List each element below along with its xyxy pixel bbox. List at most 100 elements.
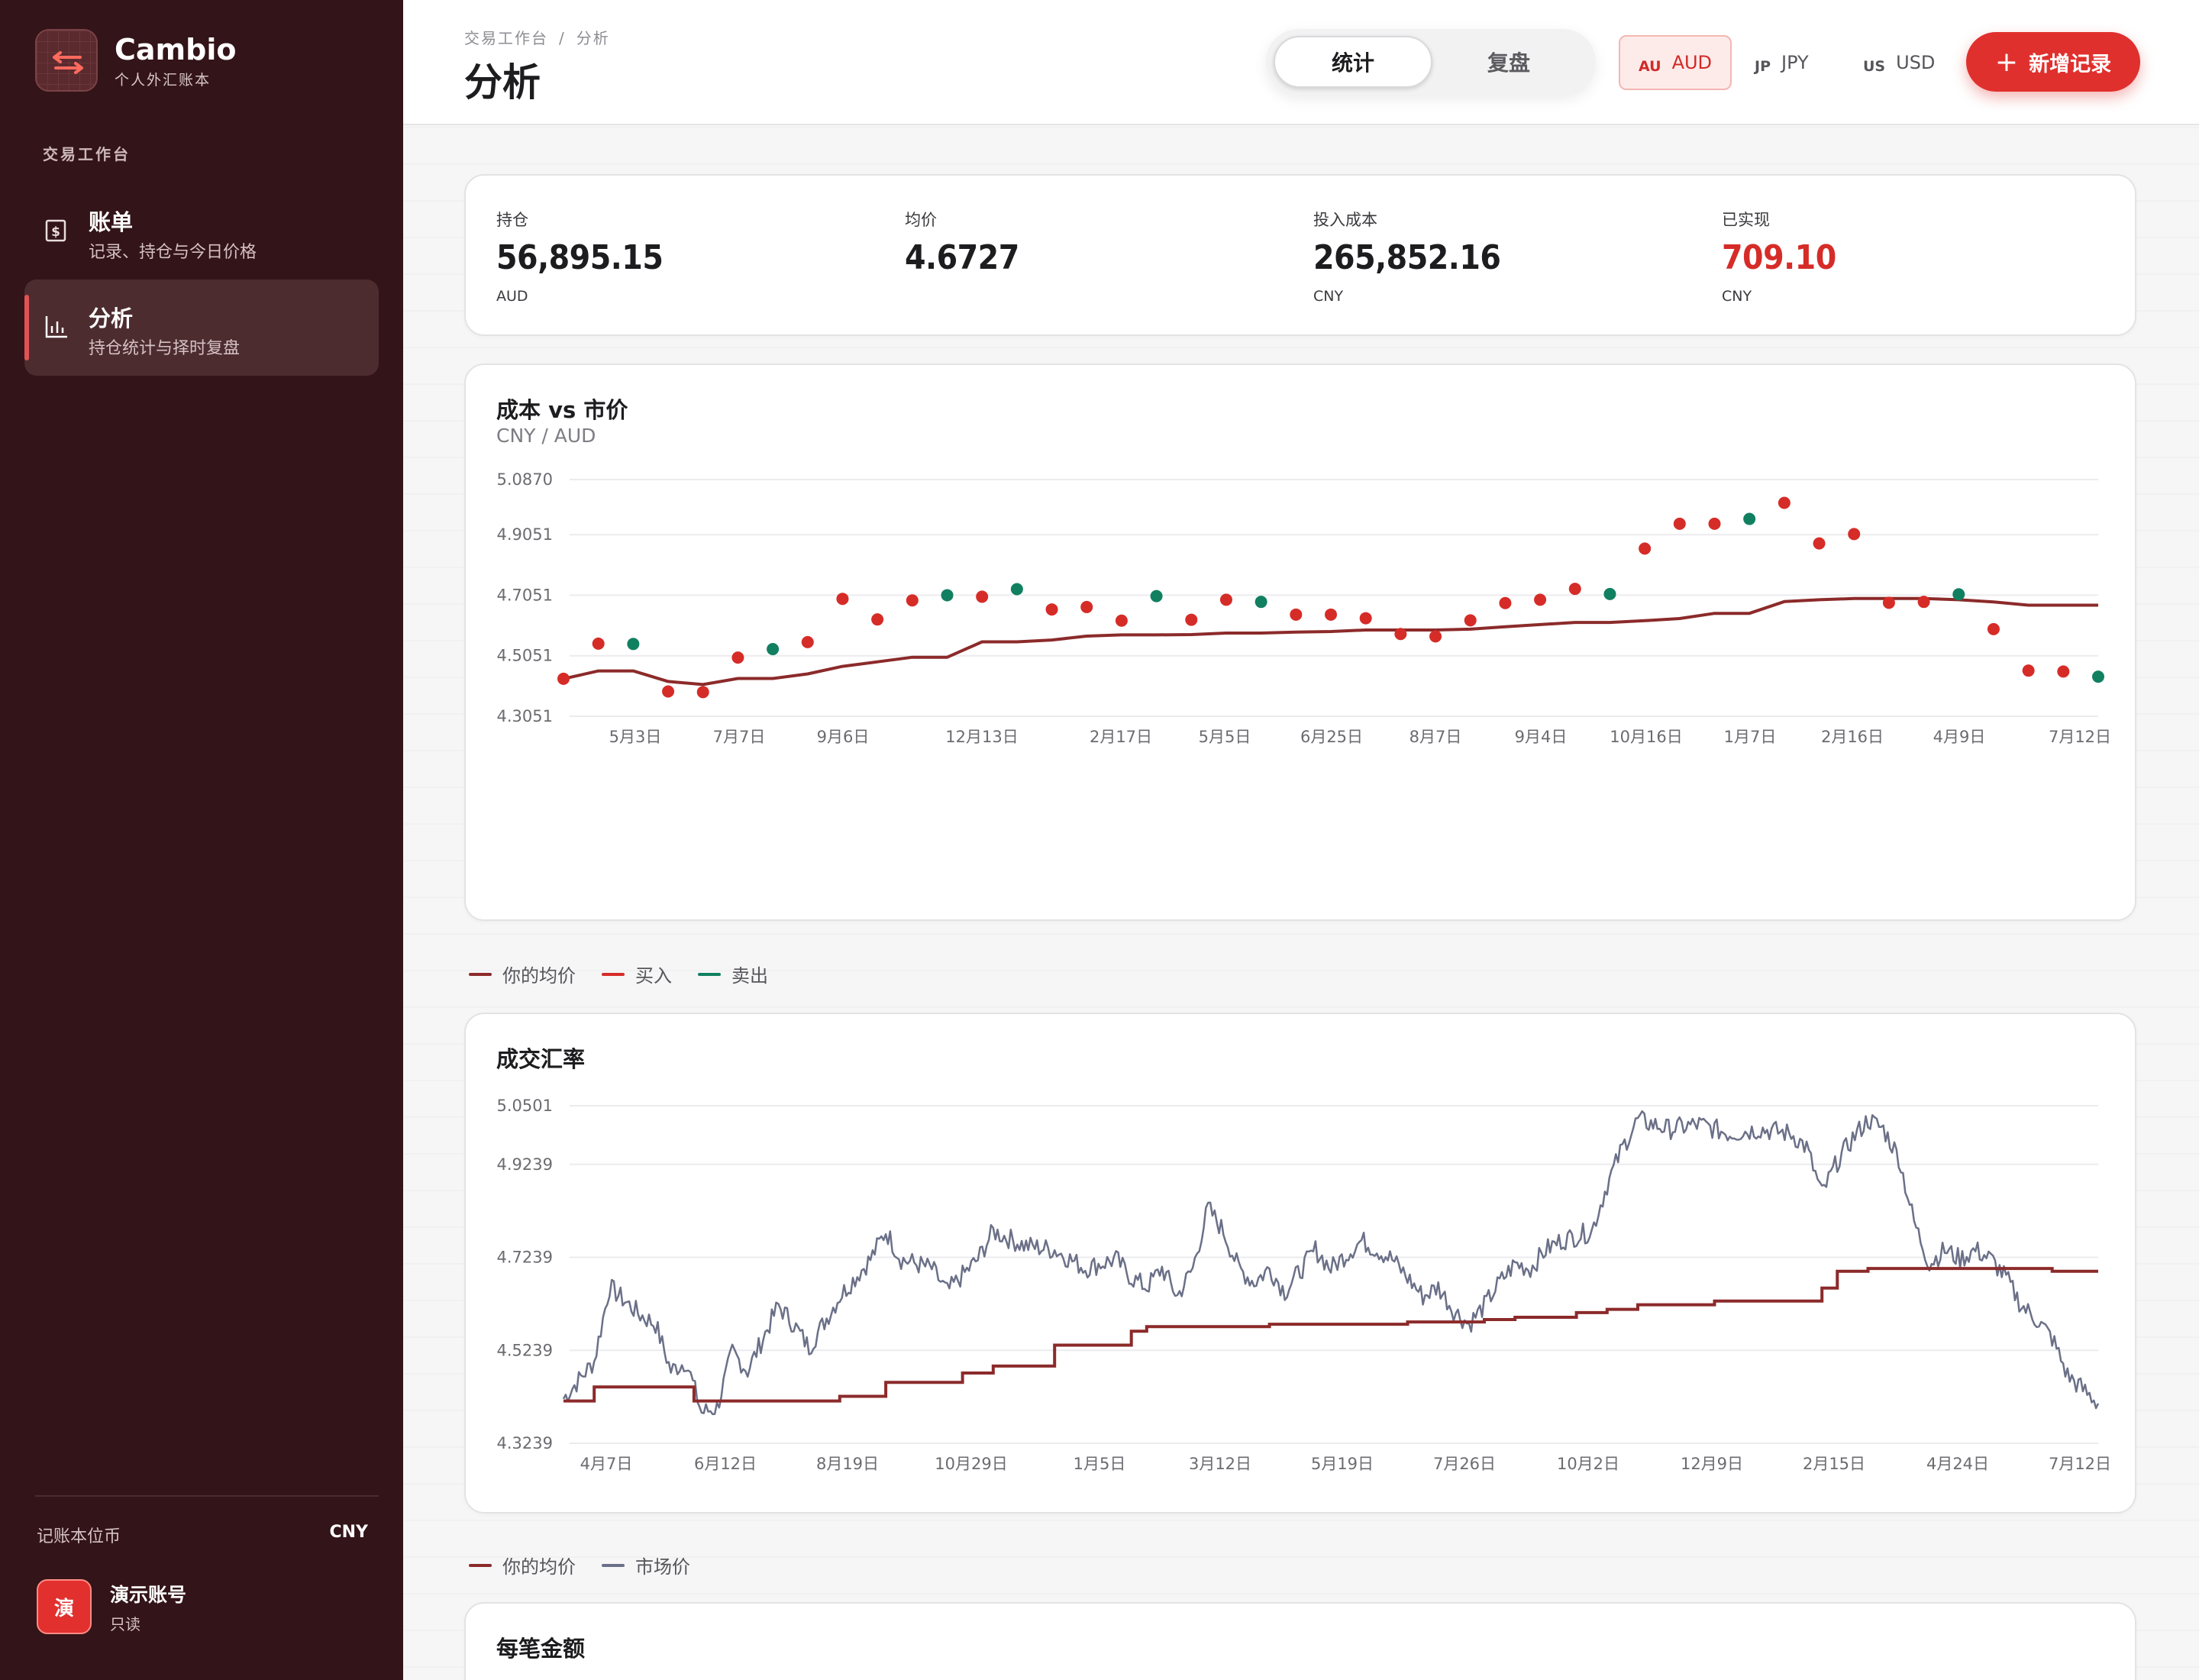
account[interactable]: 演 演示账号 只读 [37, 1579, 186, 1634]
x-tick-label: 3月12日 [1189, 1455, 1251, 1473]
x-tick-label: 10月2日 [1557, 1455, 1619, 1473]
stat-realized: 已实现 709.10 CNY [1722, 208, 1836, 305]
buy-point [1987, 622, 2000, 635]
buy-point [1499, 596, 1512, 609]
buy-point [1325, 608, 1337, 621]
legend-item-avg[interactable]: 你的均价 [469, 961, 576, 987]
y-tick-label: 4.3239 [497, 1434, 553, 1452]
legend-label: 你的均价 [502, 1556, 576, 1578]
trade-rate-chart[interactable]: 5.0501 4.9239 4.7239 4.5239 4.3239 4月7日 6月12日 8… [466, 1014, 2138, 1515]
x-tick-label: 7月26日 [1433, 1455, 1496, 1473]
tab-review[interactable]: 复盘 [1487, 50, 1530, 76]
stat-position: 持仓 56,895.15 AUD [496, 208, 664, 305]
currency-name: AUD [1671, 52, 1713, 73]
tab-statistics[interactable]: 统计 [1274, 36, 1432, 88]
brand[interactable]: Cambio 个人外汇账本 [35, 29, 236, 92]
buy-point [2022, 664, 2035, 677]
sell-point [1254, 596, 1267, 609]
sidebar-item-title: 分析 [89, 305, 134, 331]
buy-point [662, 685, 675, 698]
cost-vs-market-card: 成本 vs 市价 CNY / AUD 5.0870 4.9051 4.7051 4.5… [464, 363, 2136, 921]
legend-item-market[interactable]: 市场价 [602, 1552, 690, 1578]
buy-point [871, 613, 884, 626]
stat-label: 持仓 [496, 211, 528, 229]
x-tick-label: 4月9日 [1933, 728, 1986, 746]
buy-point [1882, 596, 1895, 609]
y-tick-label: 4.9051 [497, 525, 553, 544]
x-tick-label: 6月12日 [694, 1455, 757, 1473]
legend-item-buy[interactable]: 买入 [602, 961, 672, 987]
buy-point [2057, 665, 2070, 678]
legend-item-sell[interactable]: 卖出 [698, 961, 768, 987]
x-tick-label: 1月7日 [1724, 728, 1777, 746]
breadcrumb: 交易工作台 / 分析 [464, 26, 610, 48]
buy-point [1534, 593, 1547, 606]
x-tick-label: 5月5日 [1199, 728, 1251, 746]
stat-unit: AUD [496, 288, 528, 305]
currency-name: USD [1896, 52, 1936, 73]
legend-cost-vs-market: 你的均价 买入 卖出 [469, 961, 794, 987]
x-tick-label: 9月4日 [1515, 728, 1568, 746]
add-record-button[interactable]: + 新增记录 [1966, 32, 2140, 92]
currency-aud[interactable]: AU AUD [1619, 35, 1732, 90]
sell-point [1743, 512, 1756, 525]
buy-point [1080, 600, 1093, 613]
sidebar-item-title: 账单 [89, 209, 134, 235]
y-tick-label: 5.0870 [497, 470, 553, 489]
buy-point [1290, 608, 1303, 621]
sell-point [1603, 587, 1616, 600]
sidebar: Cambio 个人外汇账本 交易工作台 $ 账单 记录、持仓与今日价格 分析 持… [0, 0, 403, 1680]
x-tick-label: 7月7日 [713, 728, 766, 746]
page-title: 分析 [464, 60, 541, 105]
stat-unit: CNY [1313, 288, 1344, 305]
x-tick-label: 4月7日 [580, 1455, 633, 1473]
buy-point [592, 637, 605, 650]
average-cost-step-line [563, 1267, 2098, 1403]
buy-point [1848, 528, 1861, 541]
view-toggle: 统计 复盘 [1266, 29, 1596, 95]
sidebar-item-analysis[interactable]: 分析 持仓统计与择时复盘 [24, 279, 379, 376]
legend-item-avg[interactable]: 你的均价 [469, 1552, 576, 1578]
base-currency-value[interactable]: CNY [329, 1523, 369, 1542]
exchange-logo-icon [35, 29, 98, 92]
sidebar-item-bills[interactable]: $ 账单 记录、持仓与今日价格 [24, 183, 379, 279]
trade-rate-card: 成交汇率 5.0501 4.9239 4.7239 4.5239 4.3239 4月7日 6… [464, 1013, 2136, 1514]
breadcrumb-item: 分析 [576, 29, 610, 47]
buy-point [976, 590, 989, 603]
buy-point [1917, 596, 1930, 609]
buy-point [1778, 496, 1791, 509]
buy-point [1708, 517, 1721, 530]
stat-value: 709.10 [1722, 238, 1836, 277]
cost-vs-market-chart[interactable]: 5.0870 4.9051 4.7051 4.5051 4.3051 5月3日 7月7日 9月… [466, 365, 2138, 922]
stat-label: 均价 [905, 211, 937, 229]
chart-title: 成本 vs 市价 [496, 397, 628, 423]
stat-label: 已实现 [1722, 211, 1770, 229]
stat-value: 56,895.15 [496, 238, 664, 277]
x-tick-label: 10月16日 [1610, 728, 1682, 746]
x-tick-label: 2月16日 [1821, 728, 1884, 746]
main-content: 持仓 56,895.15 AUD 均价 4.6727 投入成本 265,852.… [403, 127, 2199, 1680]
currency-code: JP [1755, 58, 1771, 75]
header: 交易工作台 / 分析 分析 统计 复盘 AU AUD JP JPY US USD + 新增记… [403, 0, 2199, 125]
breadcrumb-item[interactable]: 交易工作台 [464, 29, 548, 47]
stats-card: 持仓 56,895.15 AUD 均价 4.6727 投入成本 265,852.… [464, 174, 2136, 336]
buy-point [1359, 612, 1372, 625]
sell-point [941, 589, 954, 602]
x-tick-label: 9月6日 [817, 728, 870, 746]
currency-usd[interactable]: US USD [1863, 35, 1935, 90]
breadcrumb-separator: / [559, 29, 566, 47]
stat-label: 投入成本 [1313, 211, 1377, 229]
buy-point [1639, 542, 1652, 555]
currency-jpy[interactable]: JP JPY [1755, 35, 1809, 90]
x-tick-label: 8月7日 [1409, 728, 1462, 746]
x-tick-label: 4月24日 [1926, 1455, 1989, 1473]
currency-name: JPY [1781, 52, 1809, 73]
x-tick-label: 5月3日 [609, 728, 662, 746]
sell-point [2092, 670, 2104, 683]
avatar: 演 [37, 1579, 92, 1634]
x-tick-label: 1月5日 [1074, 1455, 1126, 1473]
sell-point [1952, 588, 1965, 601]
brand-subtitle: 个人外汇账本 [115, 71, 212, 89]
stat-value: 265,852.16 [1313, 238, 1501, 277]
market-price-line [562, 1110, 2100, 1416]
